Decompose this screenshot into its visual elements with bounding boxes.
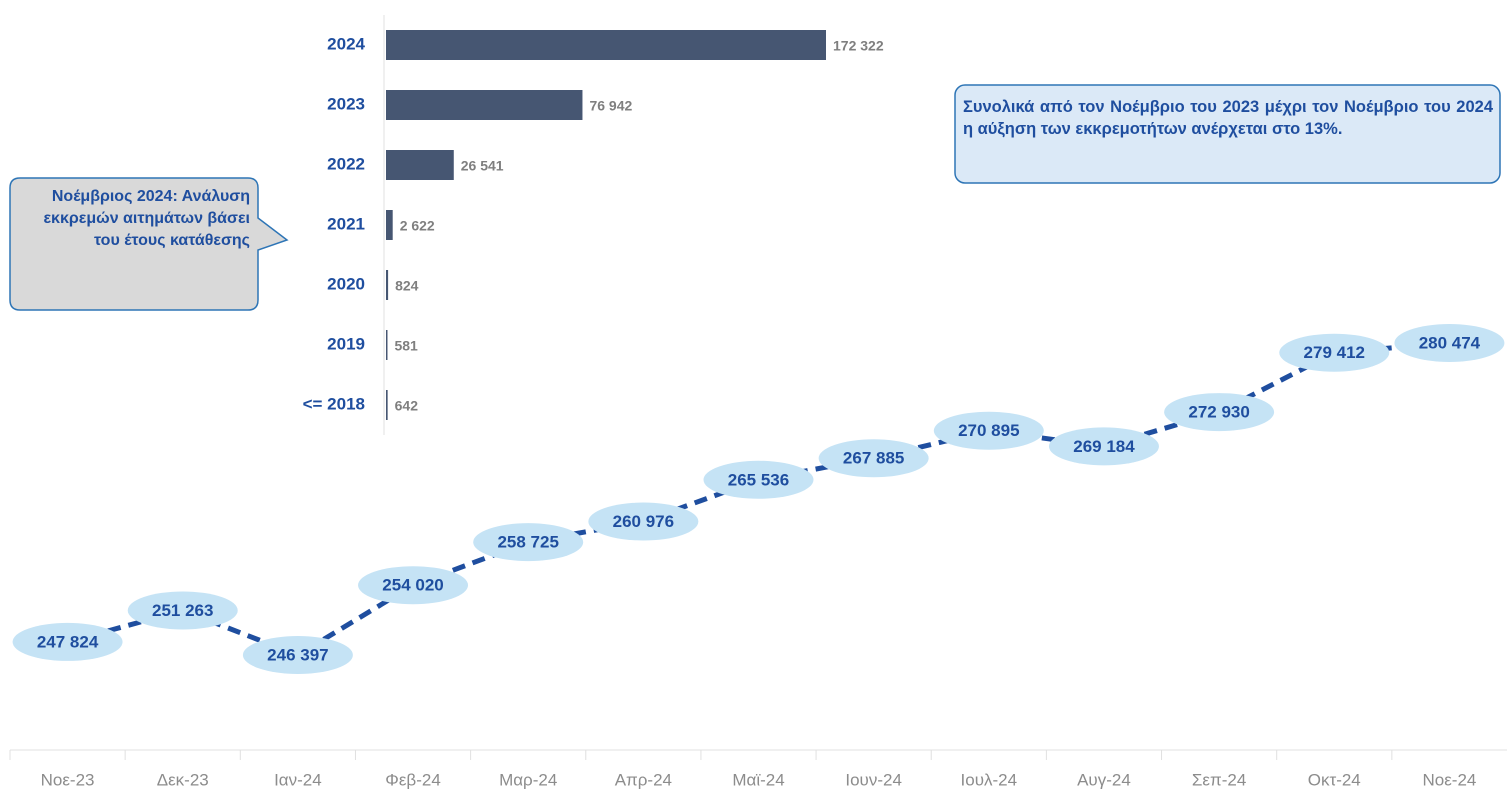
x-tick-label: Ιαν-24 xyxy=(274,770,322,789)
bar xyxy=(386,390,388,420)
value-label: 581 xyxy=(394,338,418,354)
bar xyxy=(386,270,389,300)
value-label: 280 474 xyxy=(1419,333,1481,352)
callout-shape xyxy=(9,177,289,311)
bar xyxy=(386,210,393,240)
label-bg xyxy=(1048,427,1159,466)
label-bg xyxy=(358,566,469,605)
value-label: 26 541 xyxy=(461,158,504,174)
label-bg xyxy=(12,622,123,661)
note-box xyxy=(954,84,1501,184)
note-text: Συνολικά από τον Νοέμβριο του 2023 μέχρι… xyxy=(963,98,1493,138)
y-tick-label: 2023 xyxy=(327,94,365,113)
x-tick-label: Νοε-24 xyxy=(1422,770,1476,789)
x-tick-label: Αυγ-24 xyxy=(1077,770,1131,789)
value-label: 270 895 xyxy=(958,421,1019,440)
label-bg xyxy=(588,502,699,541)
value-label: 824 xyxy=(395,278,419,294)
label-bg xyxy=(933,411,1044,450)
label-bg xyxy=(473,523,584,562)
label-bg xyxy=(818,439,929,478)
bar xyxy=(386,90,583,120)
label-bg xyxy=(242,636,353,674)
label-bg xyxy=(703,460,814,499)
line xyxy=(66,340,1450,658)
label-bg xyxy=(1394,324,1505,362)
y-tick-label: 2024 xyxy=(327,34,365,53)
value-label: 279 412 xyxy=(1304,343,1365,362)
value-label: 76 942 xyxy=(589,98,632,114)
value-label: 247 824 xyxy=(37,632,99,651)
value-label: 260 976 xyxy=(613,512,674,531)
value-label: 246 397 xyxy=(267,645,328,664)
y-tick-label: 2022 xyxy=(327,154,365,173)
callout-text: Νοέμβριος 2024: Ανάλυση εκκρεμών αιτημάτ… xyxy=(43,188,250,249)
label-bg xyxy=(1164,393,1275,432)
x-tick-label: Μαρ-24 xyxy=(499,770,557,789)
x-tick-label: Νοε-23 xyxy=(41,770,95,789)
x-tick-label: Ιουλ-24 xyxy=(961,770,1018,789)
value-label: 2 622 xyxy=(400,218,435,234)
value-label: 251 263 xyxy=(152,601,213,620)
label-bg xyxy=(1279,333,1390,372)
label-bg xyxy=(127,591,238,630)
x-tick-label: Οκτ-24 xyxy=(1308,770,1361,789)
y-tick-label: 2019 xyxy=(327,334,365,353)
value-label: 272 930 xyxy=(1188,403,1249,422)
value-label: 172 322 xyxy=(833,38,884,54)
x-tick-label: Φεβ-24 xyxy=(385,770,441,789)
value-label: 265 536 xyxy=(728,470,789,489)
value-label: 267 885 xyxy=(843,449,904,468)
value-label: 269 184 xyxy=(1073,437,1135,456)
value-label: 258 725 xyxy=(497,533,558,552)
x-tick-label: Σεπ-24 xyxy=(1192,770,1246,789)
x-tick-label: Ιουν-24 xyxy=(845,770,902,789)
x-tick-label: Δεκ-23 xyxy=(157,770,209,789)
bar xyxy=(386,30,826,60)
value-label: 254 020 xyxy=(382,576,443,595)
y-tick-label: 2021 xyxy=(327,214,365,233)
y-tick-label: <= 2018 xyxy=(303,394,365,413)
bar xyxy=(386,150,454,180)
y-tick-label: 2020 xyxy=(327,274,365,293)
bar xyxy=(386,330,388,360)
x-tick-label: Απρ-24 xyxy=(615,770,672,789)
x-tick-label: Μαϊ-24 xyxy=(732,770,784,789)
value-label: 642 xyxy=(395,398,419,414)
